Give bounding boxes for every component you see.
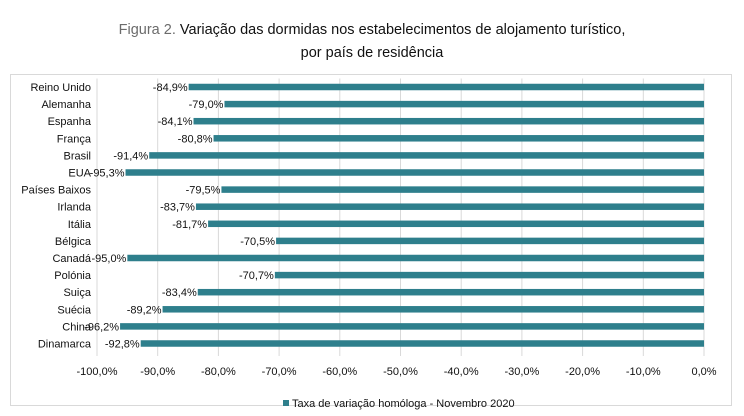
x-tick-label: -50,0% [383,366,418,378]
data-label: -80,8% [178,133,213,145]
category-label: França [57,133,92,145]
bar [197,288,704,296]
bar [193,117,704,125]
legend-label: Taxa de variação homóloga - Novembro 202… [292,398,515,410]
category-label: Espanha [48,116,92,128]
category-label: Itália [68,219,92,231]
chart-frame [10,74,732,406]
data-label: -91,4% [113,150,148,162]
x-tick-label: -80,0% [201,366,236,378]
x-tick-label: -30,0% [504,366,539,378]
data-label: -95,0% [91,253,126,265]
bar [125,169,705,176]
category-label: Países Baixos [21,185,91,197]
bar [213,135,704,142]
category-label: Alemanha [41,99,91,111]
bar [276,237,704,245]
data-label: -92,8% [105,339,140,351]
category-label: Irlanda [57,202,92,214]
bar [188,83,705,91]
bar [274,271,704,279]
bar [208,220,704,228]
data-label: -84,9% [153,82,188,94]
category-label: Bélgica [55,236,92,248]
data-label: -95,3% [90,168,125,180]
x-tick-label: -10,0% [626,366,661,378]
x-tick-label: -40,0% [444,366,479,378]
x-tick-label: -70,0% [262,366,297,378]
data-label: -79,0% [189,99,224,111]
figure-number: Figura 2. [118,22,176,38]
x-tick-label: -100,0% [77,366,118,378]
category-label: Brasil [63,150,91,162]
category-label: Reino Unido [30,82,91,94]
category-label: EUA [68,168,91,180]
x-tick-label: -90,0% [140,366,175,378]
category-label: China [62,321,92,333]
x-tick-label: -20,0% [565,366,600,378]
category-label: Suécia [57,304,92,316]
bar [195,203,705,210]
legend-swatch [283,400,289,406]
bar [140,340,705,347]
chart-title-line-2: por país de residência [300,45,444,61]
bar [221,186,704,193]
data-label: -70,5% [240,236,275,248]
data-label: -79,5% [186,185,221,197]
data-label: -83,4% [162,287,197,299]
bar [120,323,705,330]
x-tick-label: -60,0% [322,366,357,378]
x-tick-label: 0,0% [691,366,716,378]
chart-title: Variação das dormidas nos estabeleciment… [179,22,626,38]
data-label: -81,7% [172,219,207,231]
bar [162,306,704,313]
category-label: Polónia [54,270,92,282]
data-label: -83,7% [160,202,195,214]
category-label: Suiça [63,287,91,299]
data-label: -96,2% [84,321,119,333]
bar [127,254,705,262]
category-label: Dinamarca [38,339,92,351]
chart-title-line-1: Figura 2. Variação das dormidas nos esta… [0,22,744,38]
data-label: -70,7% [239,270,274,282]
category-label: Canadá [52,253,91,265]
data-label: -84,1% [158,116,193,128]
bar [149,152,704,159]
data-label: -89,2% [127,304,162,316]
bar [224,100,704,108]
